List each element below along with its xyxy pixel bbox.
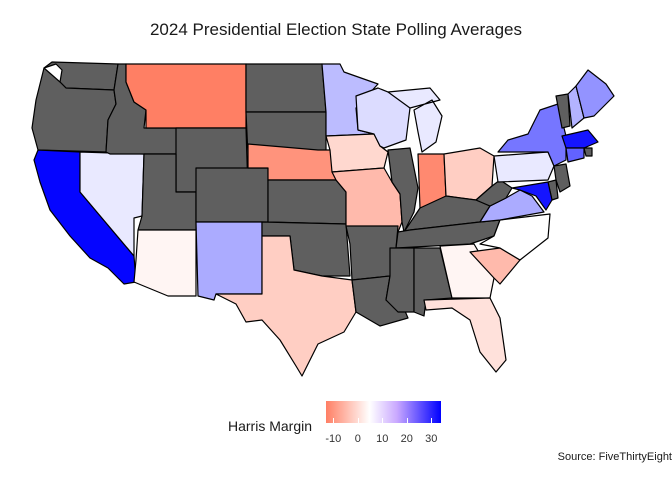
legend-tick-mark — [357, 418, 359, 423]
state-md — [511, 181, 553, 211]
legend-colorbar — [326, 401, 441, 423]
legend-tick-mark — [431, 418, 433, 423]
state-nd — [245, 63, 327, 113]
legend-tick-mark — [406, 418, 408, 423]
state-ks — [267, 179, 347, 225]
legend-tick-label: 20 — [400, 433, 413, 445]
state-tx — [215, 235, 357, 377]
legend-tick-label: 0 — [354, 433, 361, 445]
state-mi — [387, 87, 443, 153]
legend-tick-mark — [333, 418, 335, 423]
state-co — [195, 167, 269, 223]
state-vt — [555, 93, 571, 129]
state-az — [133, 229, 197, 297]
state-nj — [553, 163, 571, 193]
state-nm — [195, 221, 263, 301]
state-me — [575, 69, 615, 119]
legend-title: Harris Margin — [228, 418, 313, 434]
state-sc — [469, 247, 521, 285]
state-ms — [385, 247, 415, 313]
legend-tick-mark — [382, 418, 384, 423]
source-note: Source: FiveThirtyEight — [557, 451, 672, 463]
state-ct — [565, 147, 585, 163]
state-ri — [583, 147, 593, 157]
state-nc — [479, 213, 551, 261]
state-fl — [423, 297, 507, 373]
legend-tick-label: -10 — [325, 433, 342, 445]
state-ma — [561, 129, 599, 149]
legend-tick-label: 30 — [425, 433, 438, 445]
legend-tick-label: 10 — [376, 433, 389, 445]
state-mo — [331, 167, 403, 233]
state-pa — [493, 151, 555, 183]
chart-title: 2024 Presidential Election State Polling… — [149, 20, 523, 39]
